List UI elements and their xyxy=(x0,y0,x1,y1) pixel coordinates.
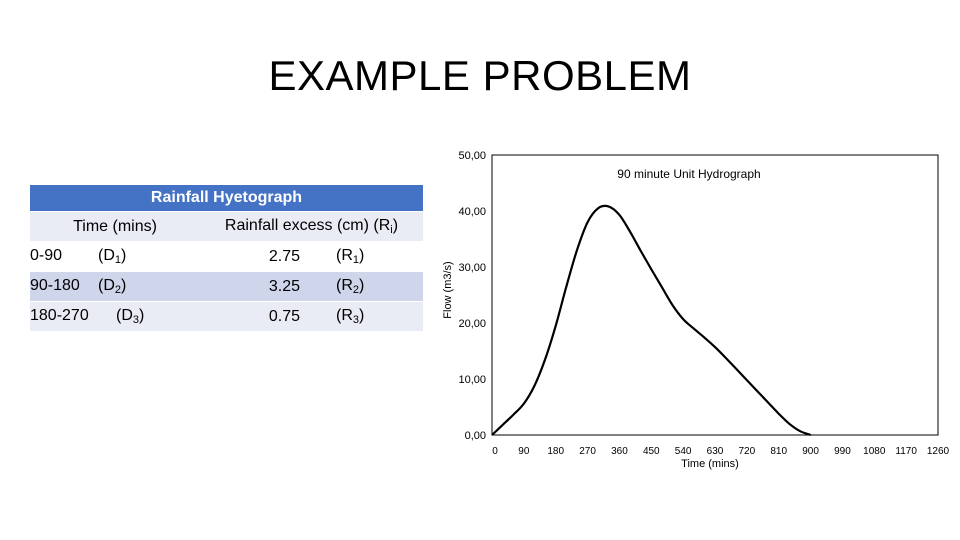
y-tick-label: 20,00 xyxy=(458,318,486,330)
rainfall-hyetograph-table: Rainfall Hyetograph Time (mins) Rainfall… xyxy=(30,185,423,331)
rainfall-label-cell: (R1) xyxy=(336,241,423,272)
rainfall-value-cell: 0.75 xyxy=(200,301,336,331)
x-axis-label: Time (mins) xyxy=(681,458,739,470)
hydrograph-series-line xyxy=(491,204,811,437)
x-tick-label: 540 xyxy=(675,446,692,457)
x-tick-label: 0 xyxy=(492,446,498,457)
x-tick-label: 270 xyxy=(579,446,596,457)
time-cell: 180-270 xyxy=(30,307,89,324)
x-tick-label: 450 xyxy=(643,446,660,457)
x-tick-label: 720 xyxy=(739,446,756,457)
duration-label: (D3) xyxy=(116,307,145,326)
time-cell: 90-180 xyxy=(30,277,80,294)
x-tick-label: 90 xyxy=(518,446,530,457)
y-tick-label: 30,00 xyxy=(458,262,486,274)
rainfall-label-cell: (R2) xyxy=(336,271,423,302)
table-header-row: Time (mins) Rainfall excess (cm) (Ri) xyxy=(30,211,423,242)
y-tick-label: 40,00 xyxy=(458,206,486,218)
table-caption: Rainfall Hyetograph xyxy=(30,185,423,212)
x-tick-label: 360 xyxy=(611,446,628,457)
chart-title: 90 minute Unit Hydrograph xyxy=(617,167,760,181)
rainfall-label-cell: (R3) xyxy=(336,301,423,331)
table-row: 90-180 (D2) 3.25 (R2) xyxy=(30,271,423,302)
rainfall-column-header: Rainfall excess (cm) (Ri) xyxy=(200,211,423,242)
time-cell: 0-90 xyxy=(30,247,63,264)
x-tick-label: 1170 xyxy=(895,446,917,457)
table-row: 0-90 (D1) 2.75 (R1) xyxy=(30,241,423,272)
time-column-header: Time (mins) xyxy=(30,211,200,242)
rainfall-value-cell: 3.25 xyxy=(200,271,336,302)
slide-title: EXAMPLE PROBLEM xyxy=(268,52,692,99)
y-axis-label: Flow (m3/s) xyxy=(442,261,454,318)
duration-label: (D2) xyxy=(98,277,127,296)
x-tick-label: 990 xyxy=(834,446,851,457)
x-tick-label: 810 xyxy=(770,446,787,457)
y-tick-label: 10,00 xyxy=(458,374,486,386)
x-tick-label: 900 xyxy=(802,446,819,457)
table-row: 180-270 (D3) 0.75 (R3) xyxy=(30,301,423,331)
x-tick-label: 1260 xyxy=(927,446,950,457)
rainfall-value-cell: 2.75 xyxy=(200,241,336,272)
plot-area-frame xyxy=(491,154,939,436)
y-tick-label: 50,00 xyxy=(458,150,486,162)
x-tick-label: 1080 xyxy=(863,446,886,457)
x-tick-label: 180 xyxy=(547,446,564,457)
y-tick-label: 0,00 xyxy=(465,430,486,442)
x-tick-label: 630 xyxy=(707,446,724,457)
duration-label: (D1) xyxy=(98,247,127,266)
